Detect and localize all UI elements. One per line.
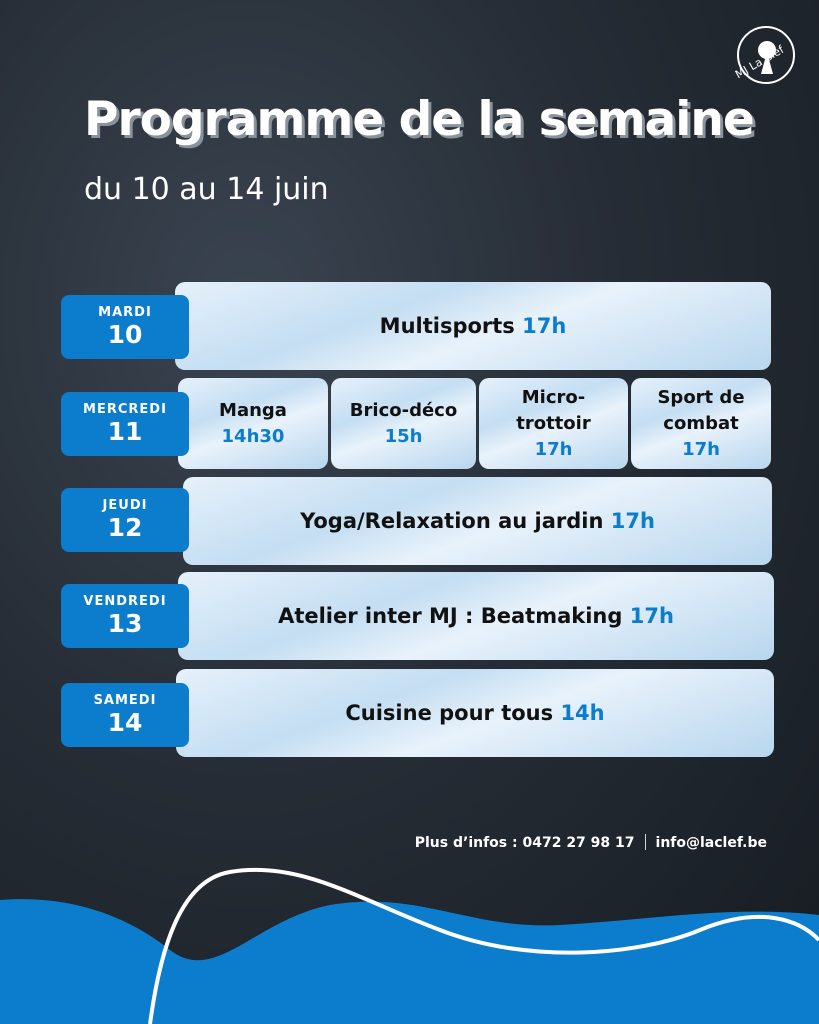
day-name: JEUDI (102, 498, 148, 513)
event-time: 17h (682, 438, 720, 460)
contact-info: Plus d’infos : 0472 27 98 17 info@laclef.… (415, 834, 767, 851)
page-subtitle: du 10 au 14 juin (84, 172, 329, 207)
event-label: Atelier inter MJ : Beatmaking (278, 604, 623, 628)
event-card-sport-de-combat: Sport de combat 17h (631, 378, 771, 469)
event-time: 17h (610, 509, 655, 533)
decorative-wave (0, 867, 819, 1024)
day-tag-mercredi: MERCREDI 11 (61, 392, 189, 456)
event-label-line1: Sport de (657, 386, 745, 408)
event-time: 17h (522, 314, 567, 338)
event-label: Manga (219, 399, 287, 421)
contact-email: info@laclef.be (655, 835, 767, 851)
day-number: 12 (107, 513, 143, 542)
event-label: Cuisine pour tous (345, 701, 554, 725)
day-number: 10 (107, 320, 143, 349)
event-time: 14h (560, 701, 605, 725)
event-time: 17h (534, 438, 573, 460)
event-label: Multisports (379, 314, 515, 338)
day-name: SAMEDI (93, 693, 157, 708)
event-time: 17h (629, 604, 674, 628)
logo-badge (737, 26, 795, 84)
day-name: MARDI (98, 305, 152, 320)
event-label-line1: Micro- (521, 386, 586, 408)
event-card-beatmaking: Atelier inter MJ : Beatmaking 17h (178, 572, 774, 660)
event-time: 14h30 (221, 425, 285, 447)
event-label-line2: trottoir (516, 412, 591, 434)
event-label-line2: combat (663, 412, 739, 434)
event-time: 15h (384, 425, 423, 447)
event-label: Yoga/Relaxation au jardin (300, 509, 604, 533)
contact-phone: Plus d’infos : 0472 27 98 17 (414, 835, 635, 851)
day-tag-samedi: SAMEDI 14 (61, 683, 189, 747)
day-tag-vendredi: VENDREDI 13 (61, 584, 189, 648)
day-number: 13 (107, 609, 143, 638)
event-card-brico-deco: Brico-déco 15h (331, 378, 476, 469)
event-card-yoga: Yoga/Relaxation au jardin 17h (183, 477, 772, 565)
day-tag-mardi: MARDI 10 (61, 295, 189, 359)
event-card-micro-trottoir: Micro- trottoir 17h (479, 378, 628, 469)
event-card-manga: Manga 14h30 (178, 378, 328, 469)
event-card-multisports: Multisports 17h (175, 282, 771, 370)
event-card-cuisine: Cuisine pour tous 14h (176, 669, 774, 757)
day-number: 14 (107, 708, 143, 737)
day-name: MERCREDI (83, 402, 167, 417)
divider (644, 834, 646, 850)
page-title: Programme de la semaine (84, 92, 755, 147)
day-number: 11 (107, 417, 143, 446)
day-name: VENDREDI (83, 594, 167, 609)
day-tag-jeudi: JEUDI 12 (61, 488, 189, 552)
event-label: Brico-déco (349, 399, 458, 421)
